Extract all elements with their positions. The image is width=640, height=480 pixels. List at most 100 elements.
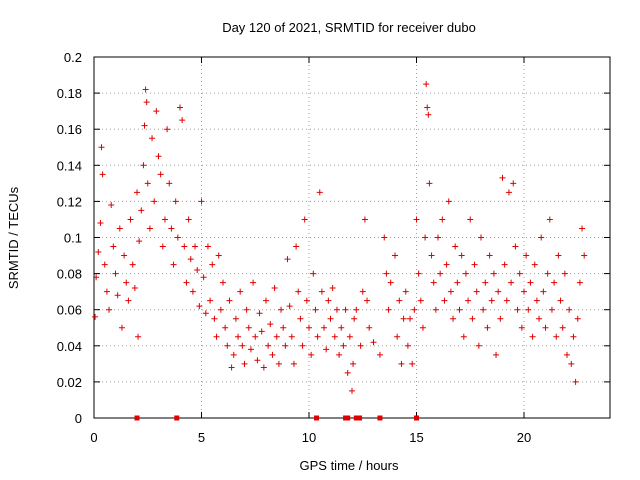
data-point xyxy=(495,288,502,295)
data-point xyxy=(572,378,579,385)
data-point xyxy=(168,225,175,232)
data-point xyxy=(118,324,125,331)
data-point xyxy=(516,270,523,277)
data-point xyxy=(103,288,110,295)
data-point xyxy=(260,364,267,371)
data-point xyxy=(183,279,190,286)
data-point xyxy=(226,297,233,304)
data-point xyxy=(568,360,575,367)
data-point xyxy=(469,315,476,322)
y-axis: 0 0.02 0.04 0.06 0.08 0.1 0.12 0.14 0.16 0.18 0.2 xyxy=(57,50,610,426)
y-tick-label: 0 xyxy=(75,411,82,426)
x-tick-label: 15 xyxy=(409,430,423,445)
data-point xyxy=(336,351,343,358)
y-tick-label: 0.06 xyxy=(57,303,82,318)
data-point xyxy=(478,234,484,241)
data-point xyxy=(323,346,330,353)
x-axis: 0 5 10 15 20 xyxy=(90,57,531,445)
data-point xyxy=(531,261,538,268)
data-point xyxy=(237,288,244,295)
data-point xyxy=(230,351,237,358)
data-point xyxy=(314,333,321,340)
data-point xyxy=(265,342,272,349)
data-point xyxy=(202,310,209,317)
data-point xyxy=(381,234,388,241)
y-tick-label: 0.1 xyxy=(64,231,82,246)
data-point xyxy=(460,333,467,340)
data-point xyxy=(542,324,549,331)
data-point xyxy=(284,256,291,263)
data-point xyxy=(404,342,411,349)
data-point xyxy=(467,216,474,223)
data-point xyxy=(576,279,583,286)
data-point xyxy=(523,252,530,259)
y-tick-label: 0.16 xyxy=(57,122,82,137)
data-point xyxy=(232,315,239,322)
grid-lines xyxy=(94,57,610,418)
data-point xyxy=(278,306,285,313)
data-point xyxy=(211,315,218,322)
data-point xyxy=(450,315,457,322)
data-point xyxy=(424,104,431,111)
data-point xyxy=(112,270,119,277)
data-point xyxy=(505,189,512,196)
data-point xyxy=(209,261,216,268)
data-point xyxy=(361,216,368,223)
data-point xyxy=(295,288,302,295)
data-point xyxy=(142,86,149,93)
data-point xyxy=(443,261,450,268)
data-point xyxy=(308,351,315,358)
data-point xyxy=(454,279,461,286)
data-point xyxy=(97,220,104,227)
data-point xyxy=(402,288,409,295)
data-point xyxy=(465,297,472,304)
data-point xyxy=(396,297,403,304)
data-point xyxy=(286,303,293,310)
data-point xyxy=(316,189,323,196)
gap-marker xyxy=(353,415,359,421)
data-point xyxy=(297,315,304,322)
data-point xyxy=(222,324,229,331)
data-point xyxy=(538,234,545,241)
data-point xyxy=(394,333,401,340)
data-point xyxy=(224,342,231,349)
data-point xyxy=(574,315,581,322)
data-point xyxy=(245,324,252,331)
data-point xyxy=(527,279,534,286)
data-point xyxy=(143,99,150,106)
data-point xyxy=(425,111,432,118)
data-point xyxy=(318,288,325,295)
data-point xyxy=(350,360,357,367)
data-point xyxy=(269,351,276,358)
data-point xyxy=(99,171,106,178)
data-point xyxy=(417,297,424,304)
data-point xyxy=(110,243,117,250)
data-point xyxy=(207,297,214,304)
data-point xyxy=(536,315,543,322)
data-point xyxy=(121,252,128,259)
data-point xyxy=(387,279,394,286)
data-point xyxy=(92,313,99,320)
data-point xyxy=(293,243,300,250)
data-point xyxy=(548,306,555,313)
data-point xyxy=(488,297,495,304)
data-point xyxy=(456,306,463,313)
data-point xyxy=(462,270,469,277)
data-points xyxy=(92,81,588,394)
data-point xyxy=(280,324,287,331)
data-point xyxy=(123,279,130,286)
data-point xyxy=(346,333,353,340)
data-point xyxy=(493,351,500,358)
data-point xyxy=(570,333,577,340)
data-point xyxy=(566,306,573,313)
data-point xyxy=(301,216,308,223)
data-point xyxy=(263,297,269,304)
data-point xyxy=(366,324,373,331)
data-point xyxy=(490,270,497,277)
data-point xyxy=(106,306,113,313)
x-tick-label: 20 xyxy=(517,430,531,445)
data-point xyxy=(95,248,102,255)
data-point xyxy=(275,360,282,367)
gap-marker xyxy=(345,415,351,421)
data-point xyxy=(422,234,429,241)
